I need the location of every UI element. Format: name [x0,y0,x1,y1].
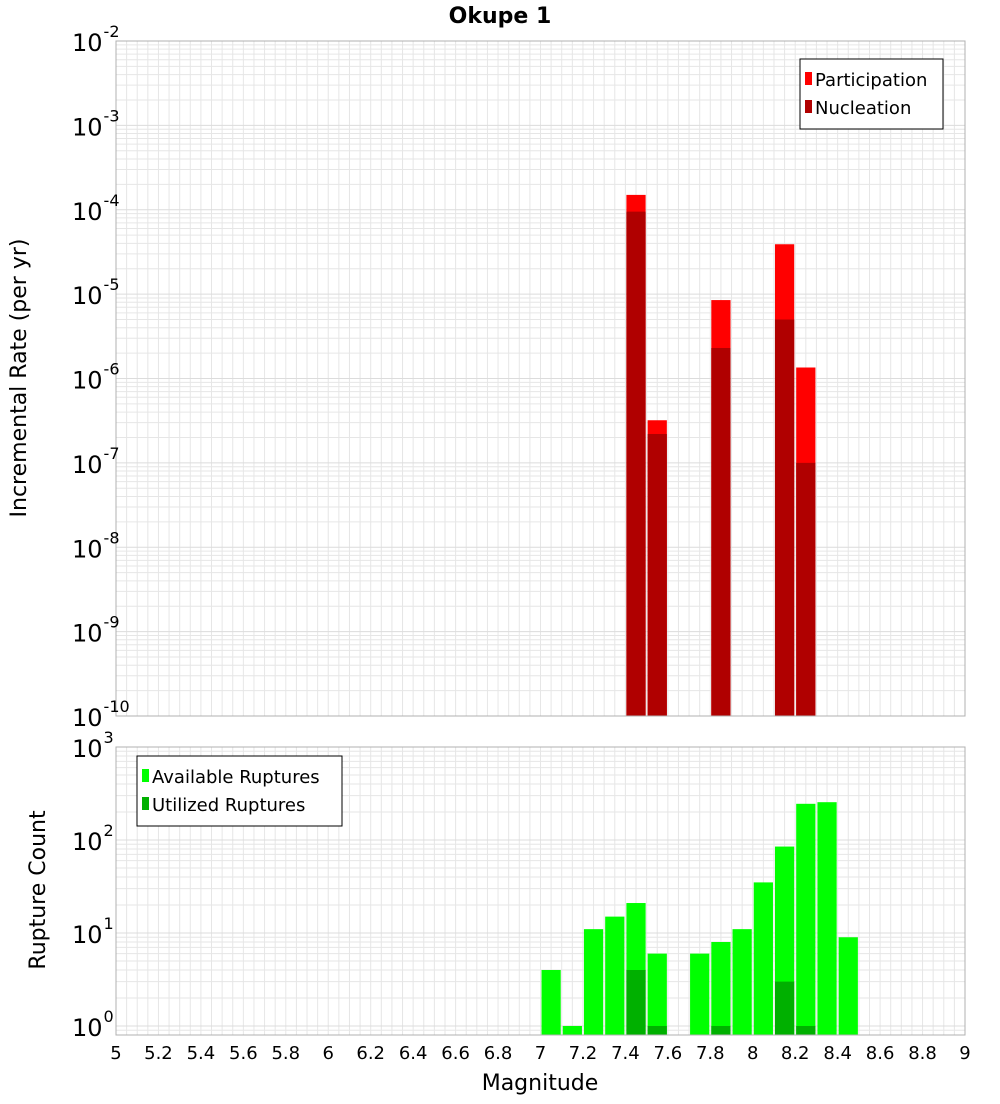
top-bar-nucleation [626,211,646,716]
bottom-bar-available [583,929,604,1035]
bottom-bar-available [796,803,816,1035]
bottom-y-axis-label: Rupture Count [26,810,51,970]
x-axis-label: Magnitude [482,1071,599,1096]
x-tick-label: 8.6 [866,1043,895,1064]
x-tick-label: 6 [323,1043,334,1064]
top-y-tick-label: 10-8 [72,528,120,563]
top-bar-nucleation [647,433,667,716]
x-tick-label: 5.4 [187,1043,216,1064]
x-tick-label: 5.8 [271,1043,300,1064]
top-bars [626,194,816,717]
top-panel: 10-10 10-9 10-8 10-7 10-6 10-5 10-4 10-3 10-2 Par… [72,22,966,732]
bottom-bar-available [838,937,858,1035]
x-tick-label: 5.2 [144,1043,173,1064]
bottom-bar-available [541,969,561,1035]
x-tick-label: 7 [535,1043,546,1064]
x-tick-label: 7.2 [569,1043,598,1064]
top-legend: Participation Nucleation [799,58,944,130]
bottom-y-tick-labels: 100 101 102 103 [72,728,114,1042]
x-tick-label: 5.6 [229,1043,258,1064]
bottom-bar-available [690,953,710,1035]
bottom-frame [115,746,966,1036]
bottom-legend-label: Available Ruptures [152,767,320,788]
x-tick-label: 7.8 [696,1043,725,1064]
bottom-bar-utilized [711,1025,731,1035]
x-tick-label: 9 [959,1043,970,1064]
top-bar-nucleation [711,347,731,716]
x-tick-label: 6.2 [356,1043,385,1064]
bottom-legend-swatch-available [142,769,149,782]
bottom-bar-utilized [626,969,646,1035]
top-legend-swatch-participation [805,72,812,85]
x-tick-label: 6.6 [441,1043,470,1064]
top-y-tick-label: 10-4 [72,191,120,226]
top-y-tick-label: 10-5 [72,275,120,310]
bottom-legend-label: Utilized Ruptures [152,795,305,816]
top-y-tick-label: 10-3 [72,106,120,141]
bottom-legend-swatch-utilized [142,797,149,810]
top-bar-nucleation [796,462,816,716]
x-tick-label: 7.6 [654,1043,683,1064]
top-legend-box [799,58,944,130]
x-tick-label: 8 [747,1043,758,1064]
top-y-tick-label: 10-7 [72,444,120,479]
top-y-tick-label: 10-2 [72,22,120,57]
top-y-axis-label: Incremental Rate (per yr) [7,239,32,518]
bottom-legend-box [136,755,343,827]
bottom-y-tick-label: 103 [72,728,114,763]
bottom-bar-available [732,929,752,1035]
bottom-bar-available [753,882,773,1035]
bottom-bar-utilized [647,1025,667,1035]
bottom-bar-available [711,942,731,1035]
top-grid [115,41,966,717]
bottom-y-tick-label: 100 [72,1007,114,1042]
bottom-y-tick-label: 101 [72,914,114,949]
bottom-bar-available [605,916,625,1035]
x-tick-label: 8.4 [823,1043,852,1064]
x-tick-label: 7.4 [611,1043,640,1064]
top-legend-label: Nucleation [815,98,911,119]
x-tick-label: 8.2 [781,1043,810,1064]
x-tick-label: 8.8 [908,1043,937,1064]
top-legend-swatch-nucleation [805,100,812,113]
bottom-bar-available [647,953,667,1035]
top-legend-label: Participation [815,70,927,91]
bottom-bars [541,802,858,1035]
bottom-bar-utilized [796,1025,816,1035]
bottom-legend: Available Ruptures Utilized Ruptures [136,755,343,827]
bottom-y-tick-label: 102 [72,821,114,856]
bottom-bar-utilized [774,981,795,1035]
x-tick-labels: 5 5.2 5.4 5.6 5.8 6 6.2 6.4 6.6 6.8 7 7.2 7.4 7.6 7.8 8… [110,1043,970,1064]
top-y-tick-label: 10-6 [72,360,120,395]
top-y-tick-label: 10-10 [72,697,130,732]
chart-title: Okupe 1 [449,4,552,29]
x-tick-label: 6.8 [484,1043,513,1064]
top-bar-nucleation [774,319,795,716]
x-tick-label: 6.4 [399,1043,428,1064]
top-y-tick-label: 10-9 [72,613,120,648]
x-tick-label: 5 [110,1043,121,1064]
top-frame [115,40,966,717]
bottom-bar-available [817,802,837,1035]
bottom-bar-available [562,1025,582,1035]
bottom-panel: 100 101 102 103 Available Ruptures Utilized R… [72,728,966,1042]
